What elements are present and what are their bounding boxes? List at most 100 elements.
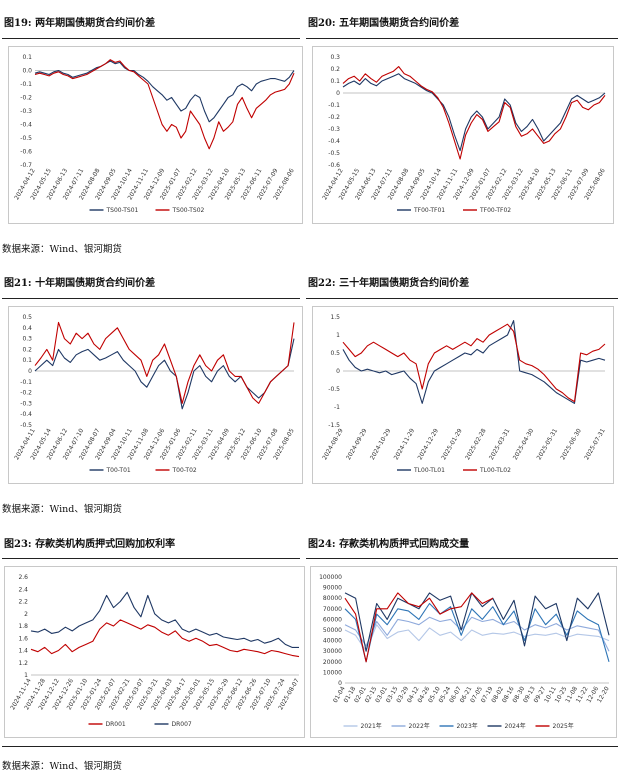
y-tick-label: -0.3 — [328, 126, 340, 133]
y-tick-label: 0.1 — [22, 54, 32, 61]
divider — [306, 38, 618, 39]
figure-19-title: 图19: 两年期国债期货合约间价差 — [4, 14, 155, 29]
series-line-2022年 — [344, 616, 610, 652]
y-tick-label: -0.1 — [20, 379, 32, 386]
legend-label: 2024年 — [505, 722, 526, 730]
source-note: 数据来源：Wind、银河期货 — [2, 504, 122, 515]
series-line-2021年 — [344, 624, 610, 652]
figure-24-number: 图24: — [308, 539, 336, 550]
chart-panel-20: 0.3 0.2 0.1 0 -0.1 -0.2 -0.3 -0.4 -0.5 -0.6 2024-0… — [312, 46, 614, 224]
y-tick-label: 0 — [28, 368, 32, 375]
series-line-2023年 — [344, 602, 610, 663]
y-tick-label: 60000 — [323, 616, 342, 623]
x-tick-label: 2024-10-29 — [369, 427, 393, 461]
y-tick-label: -0.2 — [328, 114, 340, 121]
y-tick-label: 2 — [24, 611, 28, 618]
figure-22-number: 图22: — [308, 278, 336, 289]
series-line-2025年 — [344, 592, 494, 663]
legend-label: 2023年 — [457, 722, 478, 730]
y-tick-label: 0 — [338, 680, 342, 687]
figure-22-caption: 三十年期国债期货合约间价差 — [339, 278, 470, 289]
y-tick-label: -0.2 — [20, 95, 32, 102]
y-tick-label: 50000 — [323, 627, 342, 634]
y-tick-label: 1.2 — [18, 660, 28, 667]
legend-label: T00-T01 — [106, 467, 131, 474]
legend-label: TL00-TL01 — [413, 467, 445, 474]
y-tick-label: -1.5 — [328, 422, 340, 429]
series-line-2024年 — [344, 592, 610, 652]
y-tick-label: 0.1 — [330, 78, 340, 85]
y-tick-label: -0.7 — [20, 162, 32, 169]
figure-23-number: 图23: — [4, 539, 32, 550]
y-tick-label: 0.1 — [22, 357, 32, 364]
x-tick-label: 2025-06-30 — [559, 427, 583, 461]
y-tick-label: 40000 — [323, 638, 342, 645]
series-line-TS00-TS02 — [34, 59, 295, 150]
x-tick-label: 2025-04-30 — [512, 427, 536, 461]
series-line-TL00-TL01 — [342, 320, 606, 404]
y-tick-label: 2.6 — [18, 574, 28, 581]
x-tick-label: 2025-01-29 — [440, 427, 464, 461]
series-line-T00-T02 — [34, 321, 295, 404]
y-tick-label: 2.4 — [18, 586, 28, 593]
figure-21-caption: 十年期国债期货合约间价差 — [35, 278, 156, 289]
chart-fig20: 0.30.20.10-0.1-0.2-0.3-0.4-0.5-0.62024-0… — [321, 54, 607, 214]
y-tick-label: 1.8 — [18, 623, 28, 630]
y-tick-label: 0.5 — [22, 314, 32, 321]
y-tick-label: -0.4 — [20, 122, 32, 129]
y-tick-label: -0.2 — [20, 390, 32, 397]
y-tick-label: 20000 — [323, 659, 342, 666]
y-tick-label: 0 — [336, 90, 340, 97]
figure-19-caption: 两年期国债期货合约间价差 — [35, 18, 156, 29]
series-line-DR007 — [30, 591, 299, 648]
y-tick-label: 1.4 — [18, 648, 28, 655]
legend-label: DR007 — [172, 721, 192, 728]
y-tick-label: -0.5 — [20, 422, 32, 429]
divider — [2, 746, 618, 747]
figure-19-number: 图19: — [4, 18, 32, 29]
chart-fig19: 0.10.0-0.1-0.2-0.3-0.4-0.5-0.6-0.72024-0… — [13, 54, 296, 214]
legend-label: TF00-TF02 — [479, 207, 511, 214]
y-tick-label: 1 — [336, 332, 340, 339]
figure-20-title: 图20: 五年期国债期货合约间价差 — [308, 14, 459, 29]
series-line-TF00-TF01 — [342, 73, 606, 152]
y-tick-label: 100000 — [319, 574, 342, 581]
legend-label: TL00-TL02 — [479, 467, 511, 474]
y-tick-label: -0.5 — [328, 386, 340, 393]
y-tick-label: 80000 — [323, 595, 342, 602]
y-tick-label: 1.6 — [18, 635, 28, 642]
divider — [306, 298, 618, 299]
y-tick-label: -0.4 — [328, 138, 340, 145]
figure-21-title: 图21: 十年期国债期货合约间价差 — [4, 274, 155, 289]
y-tick-label: -0.6 — [20, 149, 32, 156]
chart-panel-23: 2.6 2.4 2.2 2 1.8 1.6 1.4 1.2 1 2024-11-14 2024-11… — [4, 566, 305, 738]
chart-panel-21: 0.5 0.4 0.3 0.2 0.1 0 -0.1 -0.2 -0.3 -0.4 -0.5 2024… — [8, 306, 303, 484]
legend-label: 2022年 — [409, 722, 430, 730]
chart-fig21: 0.50.40.30.20.10-0.1-0.2-0.3-0.4-0.52024… — [13, 314, 296, 474]
y-tick-label: -0.1 — [328, 102, 340, 109]
y-tick-label: 70000 — [323, 606, 342, 613]
figure-23-title: 图23: 存款类机构质押式回购加权利率 — [4, 535, 175, 550]
y-tick-label: -0.5 — [20, 135, 32, 142]
y-tick-label: 0.5 — [330, 350, 340, 357]
chart-fig23: 2.62.42.221.81.61.41.212024-11-142024-11… — [9, 574, 301, 728]
divider — [2, 38, 300, 39]
legend-label: 2021年 — [361, 722, 382, 730]
legend-label: TF00-TF01 — [413, 207, 445, 214]
divider — [2, 558, 300, 559]
x-tick-label: 2025-03-31 — [488, 427, 512, 461]
source-note: 数据来源：Wind、银河期货 — [2, 761, 122, 772]
series-line-TS00-TS01 — [34, 60, 295, 123]
figure-22-title: 图22: 三十年期国债期货合约间价差 — [308, 274, 469, 289]
source-note: 数据来源：Wind、银河期货 — [2, 244, 122, 255]
chart-panel-22: 1.5 1 0.5 0 -0.5 -1 -1.5 2024-08-29 2024-09-29 20… — [312, 306, 614, 484]
y-tick-label: 0.3 — [330, 54, 340, 61]
y-tick-label: 1 — [24, 672, 28, 679]
chart-fig24: 1000009000080000700006000050000400003000… — [319, 574, 611, 730]
y-tick-label: 2.2 — [18, 599, 28, 606]
y-tick-label: -0.6 — [328, 162, 340, 169]
y-tick-label: 30000 — [323, 648, 342, 655]
y-tick-label: -0.3 — [20, 400, 32, 407]
legend-label: 2025年 — [553, 722, 574, 730]
